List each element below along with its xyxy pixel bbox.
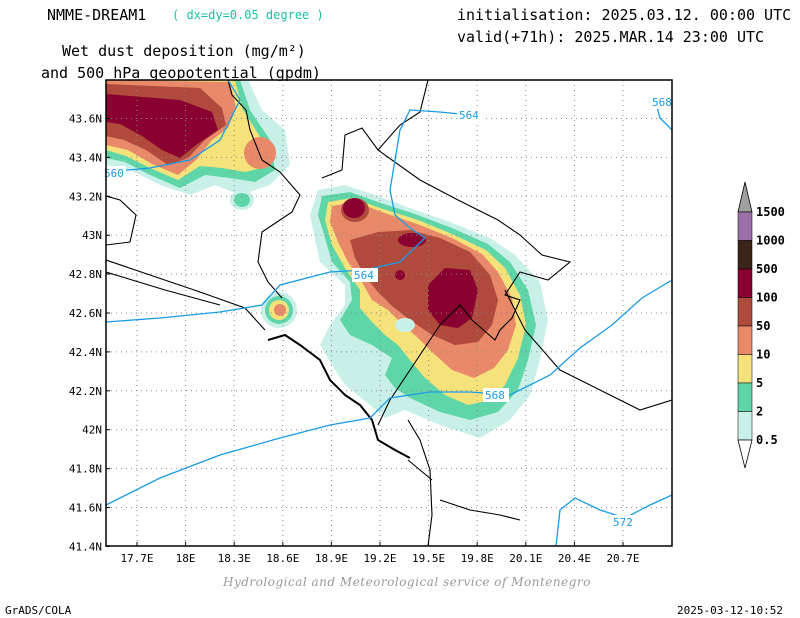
- x-tick-label: 18.9E: [315, 552, 348, 565]
- credit-text: Hydrological and Meteorological service …: [223, 575, 591, 589]
- y-tick-label: 42.4N: [69, 346, 102, 359]
- model-name: NMME-DREAM1: [47, 6, 147, 24]
- map-title-line1: Wet dust deposition (mg/m²): [62, 42, 306, 60]
- colorbar-swatch: [737, 297, 753, 327]
- dust-nw-cluster: [106, 80, 290, 210]
- init-time: initialisation: 2025.03.12. 00:00 UTC: [457, 6, 792, 24]
- y-tick-label: 42.2N: [69, 385, 102, 398]
- colorbar-swatch: [737, 411, 753, 441]
- y-tick-label: 41.4N: [69, 540, 102, 553]
- y-tick-label: 42N: [82, 424, 102, 437]
- colorbar-level-label: 50: [756, 319, 770, 333]
- colorbar-level-label: 1500: [756, 205, 785, 219]
- colorbar-level-label: 0.5: [756, 433, 778, 447]
- colorbar-swatch: [737, 354, 753, 384]
- y-tick-label: 41.8N: [69, 463, 102, 476]
- dust-central-plume: [261, 185, 548, 438]
- y-tick-label: 42.8N: [69, 268, 102, 281]
- colorbar-level-label: 1000: [756, 234, 785, 248]
- y-tick-label: 43.4N: [69, 151, 102, 164]
- colorbar-level-label: 10: [756, 348, 770, 362]
- software-label: GrADS/COLA: [5, 604, 72, 617]
- colorbar-swatch: [737, 240, 753, 270]
- contour-label: 568: [485, 389, 505, 402]
- colorbar-level-label: 2: [756, 405, 763, 419]
- x-tick-label: 20.7E: [606, 552, 639, 565]
- contour-labels: 564 568 560 564 568 572: [104, 95, 673, 529]
- x-tick-label: 18.3E: [218, 552, 251, 565]
- x-tick-label: 19.5E: [412, 552, 445, 565]
- contour-label: 572: [613, 516, 633, 529]
- x-tick-label: 19.2E: [363, 552, 396, 565]
- x-tick-label: 18.6E: [266, 552, 299, 565]
- contour-label: 564: [354, 269, 374, 282]
- colorbar-top-arrow: [737, 181, 753, 213]
- colorbar-bottom-arrow: [737, 439, 753, 469]
- axis-ticks: 17.7E 18E 18.3E 18.6E 18.9E 19.2E 19.5E 19.8E 20…: [69, 113, 640, 566]
- country-borders: [106, 80, 672, 546]
- colorbar-swatch: [737, 211, 753, 241]
- contour-label: 568: [652, 96, 672, 109]
- colorbar-level-label: 100: [756, 291, 778, 305]
- map-title-line2: and 500 hPa geopotential (gpdm): [41, 64, 321, 82]
- y-tick-label: 41.6N: [69, 502, 102, 515]
- y-tick-label: 42.6N: [69, 307, 102, 320]
- colorbar-swatch: [737, 382, 753, 412]
- model-resolution: ( dx=dy=0.05 degree ): [172, 8, 324, 22]
- valid-time: valid(+71h): 2025.MAR.14 23:00 UTC: [457, 28, 765, 46]
- x-tick-label: 19.8E: [461, 552, 494, 565]
- x-tick-label: 18E: [176, 552, 196, 565]
- colorbar: 1500 1000 500 100 50 10 5 2 0.5: [737, 181, 785, 469]
- y-tick-label: 43.2N: [69, 190, 102, 203]
- colorbar-level-label: 500: [756, 262, 778, 276]
- geopotential-contours: [106, 80, 672, 546]
- colorbar-swatch: [737, 325, 753, 355]
- dust-field: [106, 80, 548, 438]
- x-tick-label: 20.1E: [509, 552, 542, 565]
- contour-label: 564: [459, 109, 479, 122]
- y-tick-label: 43.6N: [69, 113, 102, 126]
- colorbar-level-label: 5: [756, 376, 763, 390]
- colorbar-swatch: [737, 268, 753, 298]
- x-tick-label: 20.4E: [558, 552, 591, 565]
- contour-label: 560: [104, 167, 124, 180]
- y-tick-label: 43N: [82, 229, 102, 242]
- x-tick-label: 17.7E: [120, 552, 153, 565]
- timestamp-label: 2025-03-12-10:52: [677, 604, 783, 617]
